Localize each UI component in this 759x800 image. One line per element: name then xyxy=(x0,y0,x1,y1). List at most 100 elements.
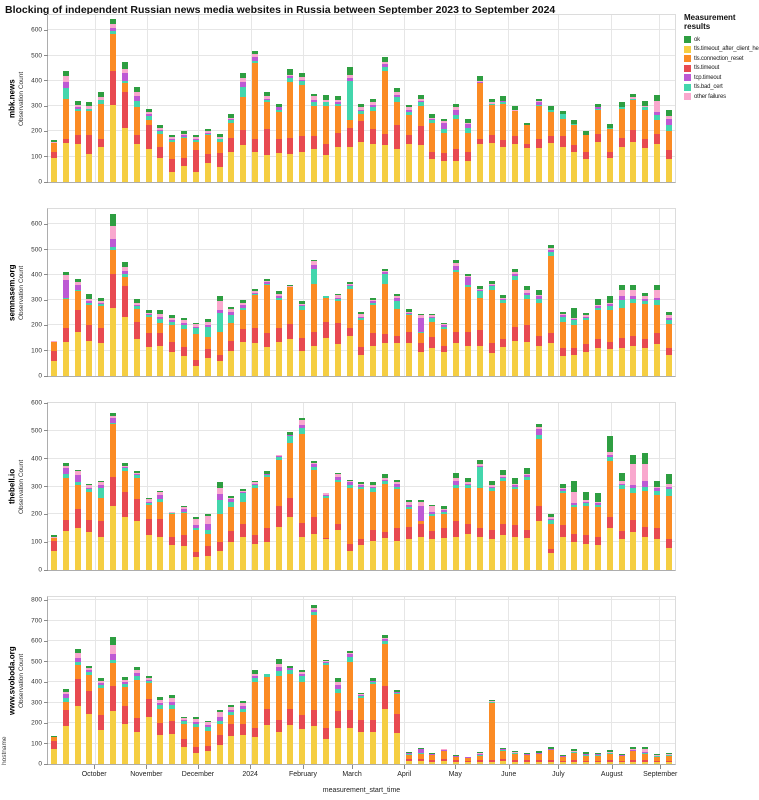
bar-segment-tcp-timeout xyxy=(240,492,247,494)
bar-segment-ok xyxy=(110,412,117,416)
bar-segment-tls-bad_cert xyxy=(62,297,69,299)
bar-segment-tls-timeout_after_client_hello xyxy=(429,761,436,764)
bar-segment-tls-timeout xyxy=(121,492,128,518)
bar-segment-tls-bad_cert xyxy=(630,487,637,494)
bar-segment-tls-timeout xyxy=(512,525,519,537)
bar-segment-tls-connection_reset xyxy=(488,703,495,760)
bar-segment-tls-bad_cert xyxy=(654,114,661,121)
bar-segment-tls-bad_cert xyxy=(464,485,471,488)
bar-segment-other-failures xyxy=(583,500,590,502)
gridline-vertical xyxy=(250,15,252,182)
bar-segment-tls-bad_cert xyxy=(393,693,400,695)
bar-segment-ok xyxy=(370,297,377,301)
bar-segment-tls-timeout_after_client_hello xyxy=(86,340,93,376)
week-bar xyxy=(628,209,640,376)
bar-segment-tls-timeout xyxy=(169,341,176,352)
bar-segment-tls-connection_reset xyxy=(181,329,188,347)
bar-segment-ok xyxy=(405,309,412,312)
week-bar xyxy=(639,15,651,182)
bar-segment-tls-timeout xyxy=(559,348,566,356)
bar-segment-ok xyxy=(606,123,613,128)
bar-segment-tls-timeout xyxy=(322,728,329,740)
gridline-horizontal xyxy=(48,54,675,56)
week-bar xyxy=(592,403,604,570)
bar-segment-tcp-timeout xyxy=(181,135,188,137)
legend-item[interactable]: ok xyxy=(684,36,759,43)
bar-segment-ok xyxy=(334,678,341,683)
bar-segment-tls-timeout_after_client_hello xyxy=(204,750,211,764)
legend-item[interactable]: tcp.timeout xyxy=(684,74,759,81)
bar-segment-ok xyxy=(62,689,69,693)
legend-item[interactable]: tls.connection_reset xyxy=(684,55,759,62)
y-tick-label: 400 xyxy=(31,455,42,463)
bar-segment-tcp-timeout xyxy=(346,482,353,486)
bar-segment-ok xyxy=(192,517,199,519)
week-bar xyxy=(367,15,379,182)
bar-segment-tcp-timeout xyxy=(192,139,199,141)
bar-segment-tls-timeout_after_client_hello xyxy=(299,536,306,570)
week-bar xyxy=(462,15,474,182)
bar-segment-tls-connection_reset xyxy=(535,302,542,336)
bar-segment-tls-timeout_after_client_hello xyxy=(417,351,424,376)
bar-segment-ok xyxy=(618,472,625,481)
bar-segment-tls-bad_cert xyxy=(287,436,294,444)
legend-item[interactable]: tls.bad_cert xyxy=(684,83,759,91)
week-bar xyxy=(651,597,663,764)
bar-segment-tls-timeout_after_client_hello xyxy=(346,335,353,376)
bar-segment-ok xyxy=(642,453,649,465)
bar-segment-tls-timeout xyxy=(121,286,128,317)
bar-segment-ok xyxy=(133,666,140,670)
bar-segment-tls-bad_cert xyxy=(98,303,105,307)
bar-segment-tls-timeout xyxy=(571,533,578,543)
bar-segment-tls-bad_cert xyxy=(595,307,601,311)
week-bar xyxy=(131,403,143,570)
bar-segment-ok xyxy=(287,665,294,668)
bar-segment-tcp-timeout xyxy=(275,296,282,298)
bar-segment-tls-connection_reset xyxy=(606,461,613,518)
bar-segment-tls-connection_reset xyxy=(133,308,140,322)
week-bar xyxy=(178,15,190,182)
bar-segment-tls-timeout_after_client_hello xyxy=(358,732,365,764)
bar-segment-tcp-timeout xyxy=(642,480,649,487)
bar-segment-tls-timeout xyxy=(630,519,637,533)
bar-segment-tls-connection_reset xyxy=(370,492,377,530)
gridline-vertical xyxy=(454,15,456,182)
bar-segment-tls-timeout_after_client_hello xyxy=(630,345,637,376)
legend-item[interactable]: tls.timeout_after_client_hello xyxy=(684,45,759,53)
week-bar xyxy=(616,597,628,764)
bar-segment-other-failures xyxy=(417,501,424,507)
bar-segment-tls-timeout xyxy=(358,121,365,142)
bar-segment-other-failures xyxy=(86,298,93,302)
bar-segment-tls-timeout_after_client_hello xyxy=(595,544,601,570)
subplot-mbk.news: 0 100 200 300 400 500 600 mbk.news Observation C… xyxy=(8,14,676,186)
bar-segment-tls-timeout_after_client_hello xyxy=(642,147,649,182)
bar-segment-tls-connection_reset xyxy=(145,683,152,700)
week-bar xyxy=(356,209,368,376)
week-bar xyxy=(261,597,273,764)
bar-segment-tls-bad_cert xyxy=(62,88,69,99)
bar-segment-tcp-timeout xyxy=(192,326,199,328)
bar-segment-tls-bad_cert xyxy=(275,109,282,113)
bar-segment-other-failures xyxy=(98,97,105,100)
bar-segment-tls-timeout_after_client_hello xyxy=(382,708,389,764)
bar-segment-tls-timeout_after_client_hello xyxy=(618,146,625,182)
bar-segment-tls-timeout_after_client_hello xyxy=(228,350,235,376)
bar-segment-tls-connection_reset xyxy=(417,106,424,127)
bar-segment-tcp-timeout xyxy=(322,661,329,663)
bar-segment-tls-connection_reset xyxy=(370,684,377,720)
gridline-vertical xyxy=(250,403,252,570)
bar-segment-tcp-timeout xyxy=(346,284,353,287)
bar-segment-other-failures xyxy=(464,482,471,484)
bar-segment-tls-bad_cert xyxy=(251,677,258,683)
y-tick-label: 600 xyxy=(31,26,42,34)
bar-segment-ok xyxy=(62,272,69,275)
bar-segment-tls-timeout xyxy=(606,341,613,350)
legend-item[interactable]: tls.timeout xyxy=(684,64,759,72)
legend-item[interactable]: other failures xyxy=(684,93,759,100)
week-bar xyxy=(651,403,663,570)
bar-segment-tls-timeout xyxy=(535,335,542,346)
bar-segment-tcp-timeout xyxy=(181,720,188,722)
week-bar xyxy=(509,403,521,570)
bar-segment-tls-connection_reset xyxy=(524,125,531,145)
bar-segment-tls-timeout_after_client_hello xyxy=(464,160,471,182)
